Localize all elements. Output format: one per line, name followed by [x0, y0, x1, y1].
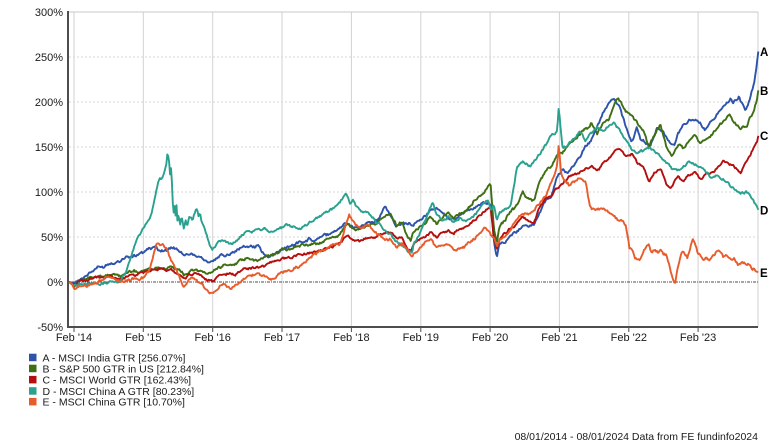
svg-text:Feb '21: Feb '21	[541, 332, 577, 344]
svg-text:50%: 50%	[41, 232, 63, 244]
svg-text:Feb '17: Feb '17	[264, 332, 300, 344]
svg-text:C: C	[760, 131, 768, 143]
svg-text:Feb '14: Feb '14	[56, 332, 92, 344]
svg-text:Feb '16: Feb '16	[195, 332, 231, 344]
svg-text:Feb '23: Feb '23	[680, 332, 716, 344]
svg-text:Feb '19: Feb '19	[403, 332, 439, 344]
svg-text:Feb '18: Feb '18	[333, 332, 369, 344]
svg-text:150%: 150%	[35, 142, 63, 154]
svg-text:D: D	[760, 205, 768, 217]
svg-text:A: A	[760, 47, 768, 59]
svg-text:250%: 250%	[35, 52, 63, 64]
svg-text:E: E	[760, 268, 768, 280]
svg-text:08/01/2014 - 08/01/2024 Data f: 08/01/2014 - 08/01/2024 Data from FE fun…	[515, 431, 759, 442]
svg-text:E - MSCI China GTR [10.70%]: E - MSCI China GTR [10.70%]	[43, 397, 185, 409]
svg-text:D - MSCI China A GTR [80.23%]: D - MSCI China A GTR [80.23%]	[43, 386, 195, 398]
svg-text:C - MSCI World GTR [162.43%]: C - MSCI World GTR [162.43%]	[43, 375, 192, 387]
svg-text:-50%: -50%	[37, 322, 63, 334]
svg-text:0%: 0%	[47, 277, 63, 289]
svg-text:B - S&P 500 GTR in US [212.84%: B - S&P 500 GTR in US [212.84%]	[43, 364, 205, 376]
svg-text:Feb '20: Feb '20	[472, 332, 508, 344]
svg-text:Feb '22: Feb '22	[611, 332, 647, 344]
svg-text:B: B	[760, 86, 768, 98]
svg-text:100%: 100%	[35, 187, 63, 199]
svg-text:Feb '15: Feb '15	[125, 332, 161, 344]
svg-text:A - MSCI India GTR [256.07%]: A - MSCI India GTR [256.07%]	[43, 353, 186, 365]
svg-text:200%: 200%	[35, 97, 63, 109]
svg-text:300%: 300%	[35, 7, 63, 19]
